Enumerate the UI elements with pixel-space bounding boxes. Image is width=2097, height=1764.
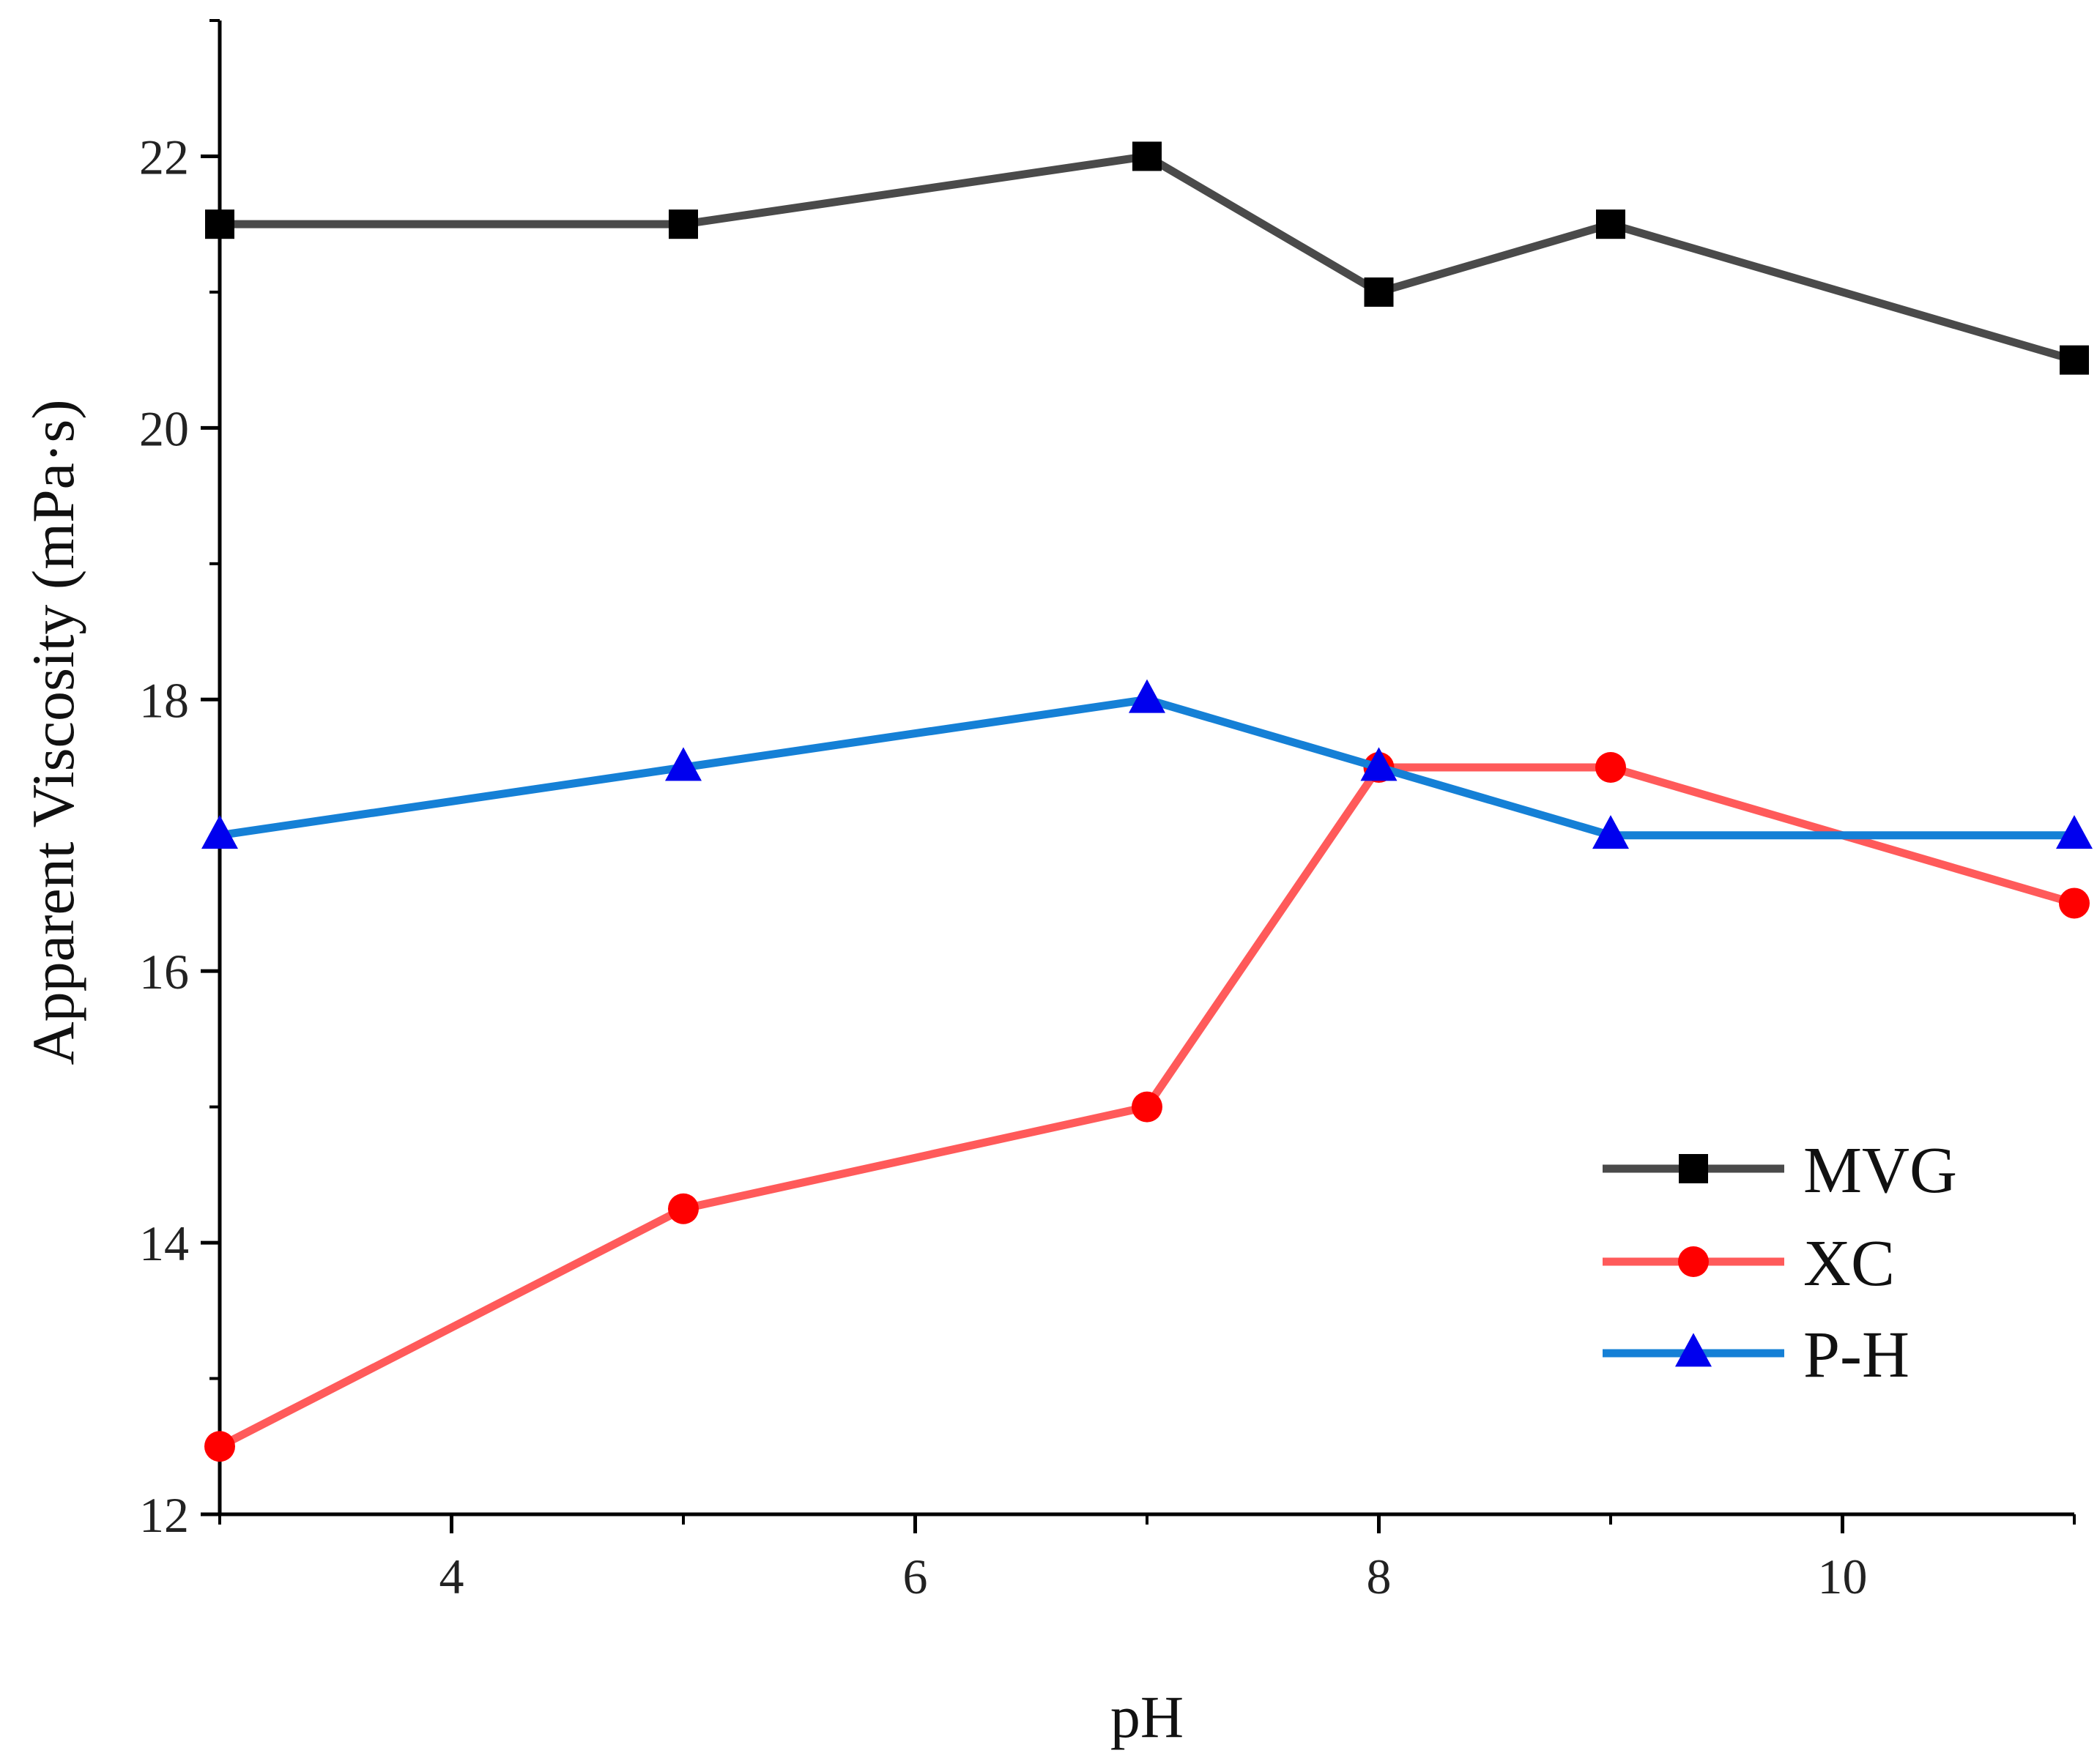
- series-layer: [201, 141, 2093, 1462]
- legend: MVG XC P-H: [1603, 1134, 1957, 1391]
- data-point-p-h: [1360, 747, 1398, 781]
- axes: 12 14 16 18 20 22 4 6 8 10: [139, 19, 2076, 1604]
- x-tick-label: 10: [1818, 1549, 1868, 1604]
- data-point-mvg: [669, 209, 698, 239]
- data-point-p-h: [665, 747, 702, 781]
- data-point-p-h: [201, 815, 238, 849]
- series-line-p-h: [219, 695, 2074, 840]
- legend-marker-mvg: [1679, 1154, 1708, 1183]
- data-point-xc: [668, 1193, 699, 1224]
- y-tick-label: 20: [139, 401, 189, 456]
- y-axis-title: Apparent Viscosity (mPa·s): [20, 399, 86, 1065]
- y-tick-label: 12: [139, 1487, 189, 1543]
- x-tick-label: 6: [903, 1549, 928, 1604]
- data-point-mvg: [1596, 209, 1625, 239]
- data-point-p-h: [1592, 815, 1629, 849]
- data-point-xc: [1595, 752, 1626, 783]
- y-tick-label: 22: [139, 129, 189, 185]
- data-point-xc: [1132, 1091, 1162, 1123]
- x-tick-label: 4: [439, 1549, 464, 1604]
- series-mvg: [205, 141, 2089, 375]
- data-point-xc: [204, 1431, 235, 1462]
- series-line-mvg: [220, 152, 2076, 364]
- y-tick-label: 16: [139, 944, 189, 1000]
- data-point-p-h: [1129, 679, 1165, 713]
- data-point-mvg: [1364, 277, 1394, 307]
- data-point-xc: [2059, 887, 2090, 919]
- legend-label-xc: XC: [1803, 1227, 1895, 1300]
- y-tick-label: 14: [139, 1216, 189, 1271]
- legend-label-mvg: MVG: [1803, 1134, 1957, 1207]
- series-p-h: [201, 679, 2093, 849]
- data-point-mvg: [205, 209, 234, 239]
- x-axis-title: pH: [1110, 1683, 1184, 1750]
- x-tick-label: 8: [1367, 1549, 1392, 1604]
- legend-marker-p-h: [1675, 1333, 1712, 1367]
- legend-label-p-h: P-H: [1803, 1319, 1909, 1391]
- data-point-mvg: [1132, 141, 1162, 171]
- series-line-xc: [218, 763, 2076, 1451]
- data-point-mvg: [2060, 345, 2089, 375]
- data-point-p-h: [2056, 815, 2093, 849]
- legend-marker-xc: [1678, 1246, 1709, 1277]
- y-tick-label: 18: [139, 672, 189, 728]
